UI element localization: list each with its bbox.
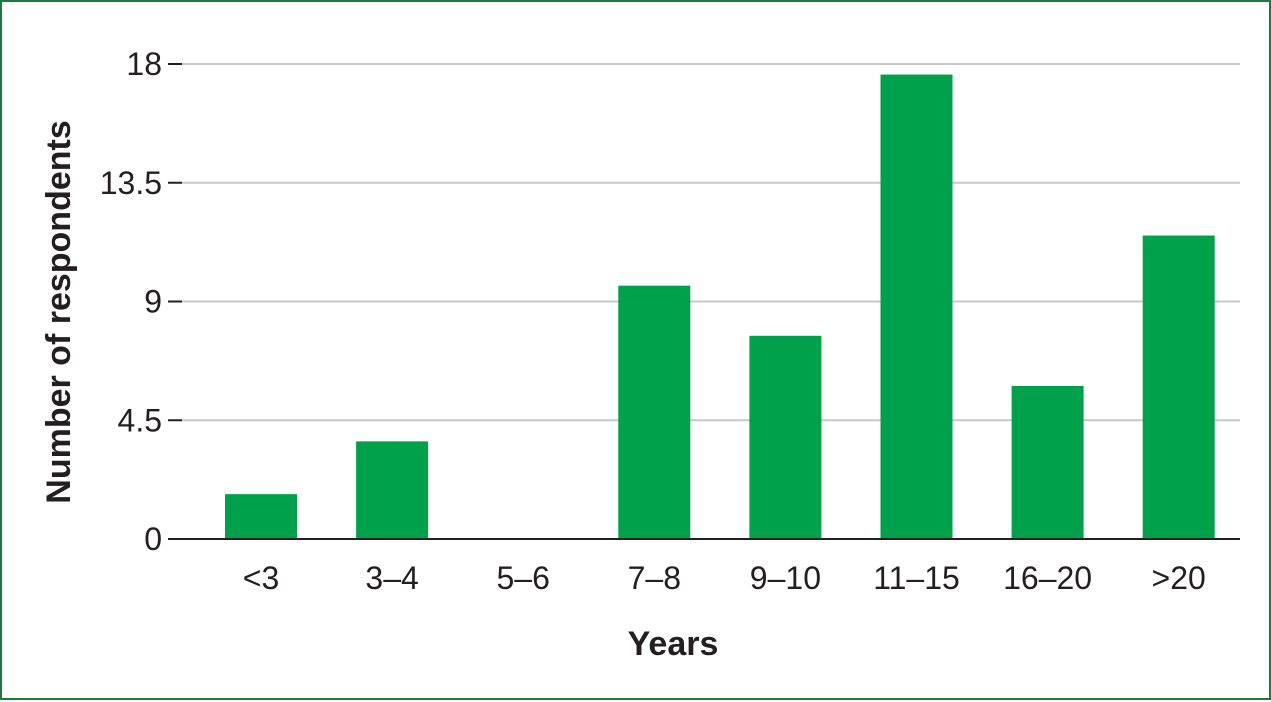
x-tick-label: 11–15 (873, 560, 960, 596)
x-tick-label: <3 (243, 560, 279, 596)
y-tick-labels: 0 4.5 9 13.5 18 (100, 46, 182, 557)
y-tick-label: 18 (126, 46, 162, 82)
x-tick-label: 16–20 (1003, 560, 1092, 596)
bar-5 (880, 74, 953, 540)
bar-7 (1142, 235, 1215, 539)
bar-4 (749, 335, 822, 539)
gridlines (182, 63, 1240, 422)
x-tick-label: 7–8 (628, 560, 681, 596)
bars (225, 74, 1215, 540)
bar-0 (225, 494, 297, 539)
x-tick-label: 5–6 (497, 560, 550, 596)
x-tick-label: 9–10 (750, 560, 821, 596)
x-tick-label: 3–4 (365, 560, 418, 596)
y-axis-title: Number of respondents (40, 120, 78, 503)
x-tick-label: >20 (1152, 560, 1206, 596)
bar-1 (356, 441, 429, 539)
y-tick-label: 0 (144, 521, 162, 557)
x-axis-title: Years (628, 625, 719, 663)
y-tick-label: 9 (144, 284, 162, 320)
bar-3 (618, 285, 691, 539)
y-tick-label: 4.5 (118, 402, 162, 438)
x-tick-labels: <3 3–4 5–6 7–8 9–10 11–15 16–20 >20 (243, 560, 1206, 596)
bar-6 (1011, 385, 1084, 539)
y-tick-label: 13.5 (100, 165, 162, 201)
